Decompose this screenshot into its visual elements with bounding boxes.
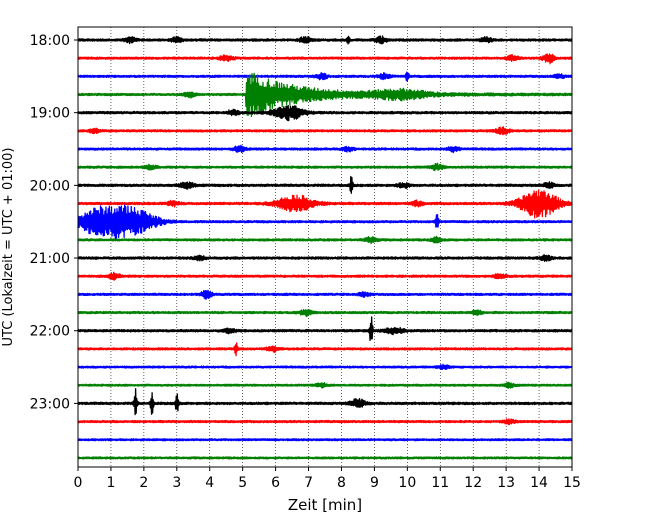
x-tick-label: 2	[139, 475, 148, 491]
plot-frame	[77, 26, 573, 468]
seismogram-trace	[77, 72, 573, 118]
seismogram-trace	[77, 35, 573, 45]
y-tick-label: 23:00	[30, 396, 70, 412]
seismogram-trace	[77, 53, 573, 65]
y-tick-label: 19:00	[30, 106, 70, 122]
y-axis-ticks: 18:00 19:00 20:00 21:00 22:00 23:00	[30, 33, 78, 412]
x-tick-label: 11	[431, 475, 449, 491]
seismogram-trace	[77, 363, 573, 371]
seismogram-trace	[77, 438, 573, 442]
seismogram-trace	[77, 204, 573, 239]
x-tick-label: 10	[398, 475, 416, 491]
x-tick-label: 6	[271, 475, 280, 491]
seismogram-trace	[77, 342, 573, 357]
seismogram-trace	[77, 235, 573, 245]
x-tick-label: 4	[205, 475, 214, 491]
y-tick-label: 22:00	[30, 324, 70, 340]
x-tick-label: 12	[464, 475, 482, 491]
x-tick-label: 1	[106, 475, 115, 491]
seismogram-trace	[77, 289, 573, 300]
seismogram-trace	[77, 71, 573, 82]
seismogram-trace	[77, 162, 573, 172]
seismogram-traces	[77, 35, 573, 460]
seismogram-trace	[77, 316, 573, 342]
seismogram-trace	[77, 308, 573, 318]
x-tick-label: 13	[497, 475, 515, 491]
seismogram-trace	[77, 388, 573, 416]
x-tick-label: 9	[370, 475, 379, 491]
x-axis-label: Zeit [min]	[288, 496, 362, 514]
seismogram-trace	[77, 456, 573, 460]
seismogram-trace	[77, 126, 573, 136]
x-tick-label: 5	[238, 475, 247, 491]
y-tick-label: 21:00	[30, 251, 70, 267]
y-axis-label: UTC (Lokalzeit = UTC + 01:00)	[1, 148, 16, 347]
x-tick-label: 0	[74, 475, 83, 491]
x-tick-label: 15	[563, 475, 581, 491]
y-tick-label: 18:00	[30, 33, 70, 49]
seismogram-trace	[77, 271, 573, 281]
seismogram-trace	[77, 189, 573, 219]
x-tick-label: 3	[172, 475, 181, 491]
seismogram-trace	[77, 254, 573, 262]
x-tick-label: 14	[530, 475, 548, 491]
y-tick-label: 20:00	[30, 178, 70, 194]
x-tick-label: 7	[304, 475, 313, 491]
seismogram-trace	[77, 104, 573, 122]
x-axis-ticks: 0 1 2 3 4 5 6 7 8 9 10 11 12 13 14 15	[74, 467, 581, 491]
seismogram-trace	[77, 175, 573, 194]
seismogram-trace	[77, 144, 573, 154]
seismogram-trace	[77, 381, 573, 389]
seismogram-trace	[77, 418, 573, 426]
x-tick-label: 8	[337, 475, 346, 491]
